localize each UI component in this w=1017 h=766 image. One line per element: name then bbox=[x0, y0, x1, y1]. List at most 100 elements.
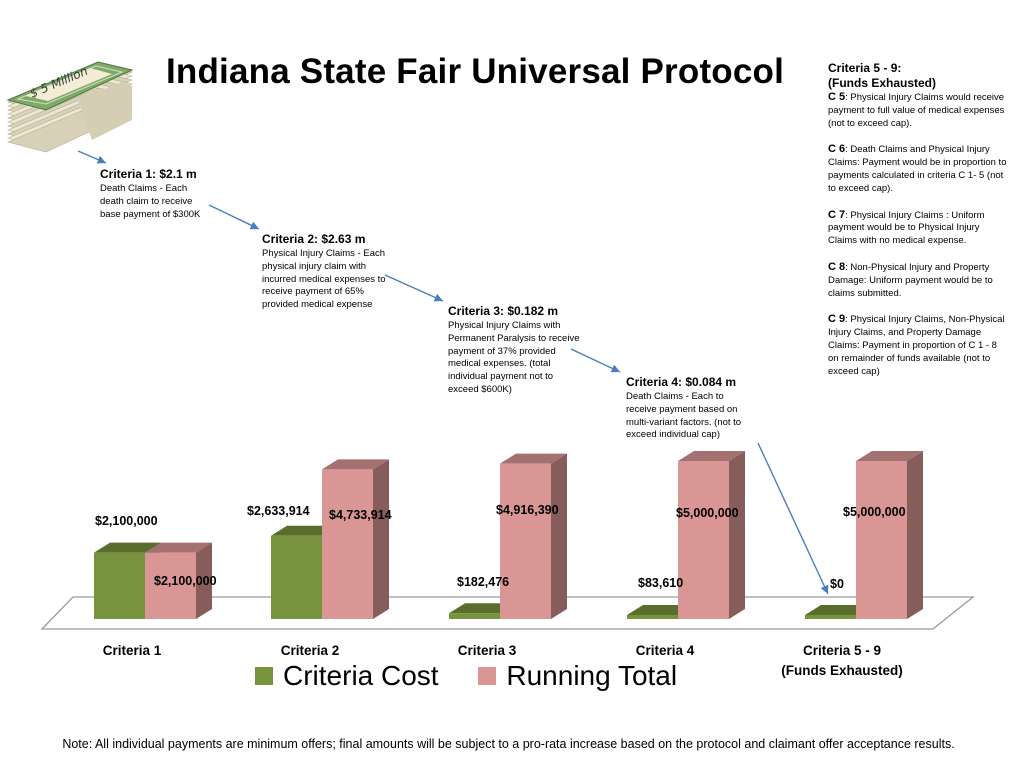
side-item-c6: C 6: Death Claims and Physical Injury Cl… bbox=[828, 143, 1010, 195]
criteria-2-heading: Criteria 2: $2.63 m bbox=[262, 232, 366, 246]
criteria-1-note: Criteria 1: $2.1 m Death Claims - Each d… bbox=[100, 167, 200, 221]
total-label-5: $5,000,000 bbox=[843, 505, 906, 519]
money-stack-side bbox=[78, 82, 132, 140]
criteria-note-line: Physical Injury Claims with bbox=[448, 320, 561, 331]
total-bar-5-front bbox=[856, 461, 907, 619]
total-bar-5-side bbox=[907, 451, 923, 619]
side-panel-heading: Criteria 5 - 9: bbox=[828, 61, 902, 75]
total-bar-4-top bbox=[678, 451, 745, 461]
money-stack-icon: $ 5 Million bbox=[6, 61, 134, 153]
cost-label-1: $2,100,000 bbox=[95, 514, 158, 528]
criteria-note-line: receive payment based on bbox=[626, 403, 738, 415]
total-bar-3-top bbox=[500, 453, 567, 464]
total-label-1: $2,100,000 bbox=[154, 574, 217, 588]
total-bar-1-top bbox=[145, 542, 212, 553]
total-bar-4-front bbox=[678, 461, 729, 619]
flow-arrow-1 bbox=[77, 150, 107, 164]
total-bar-5-top bbox=[856, 451, 923, 461]
side-item-text: : Physical Injury Claims : Uniform payme… bbox=[828, 209, 985, 247]
total-label-2: $4,733,914 bbox=[329, 508, 392, 522]
flow-arrow-3 bbox=[384, 274, 444, 302]
cost-bar-5-top bbox=[805, 605, 872, 615]
side-panel-subheading: (Funds Exhausted) bbox=[828, 76, 937, 90]
criteria-note-line: Death Claims - Each bbox=[100, 183, 188, 194]
side-panel: Criteria 5 - 9: (Funds Exhausted) C 5: P… bbox=[828, 61, 1010, 391]
side-item-text: : Non-Physical Injury and Property Damag… bbox=[828, 261, 993, 299]
cost-label-2: $2,633,914 bbox=[247, 504, 310, 518]
side-item-code: C 7 bbox=[828, 208, 846, 221]
legend-swatch-cost bbox=[255, 667, 273, 685]
flow-arrow-4 bbox=[570, 348, 621, 373]
chart-legend: Criteria Cost Running Total bbox=[255, 660, 709, 692]
total-bar-2-top bbox=[322, 459, 389, 470]
total-bar-2 bbox=[322, 459, 389, 619]
criteria-note-line: Physical Injury Claims - Each bbox=[262, 248, 386, 259]
side-item-code: C 6 bbox=[828, 143, 846, 156]
side-item-c7: C 7: Physical Injury Claims : Uniform pa… bbox=[828, 209, 1010, 248]
total-bar-5 bbox=[856, 451, 923, 619]
criteria-note-line: payment of 37% provided bbox=[448, 345, 556, 357]
criteria-note-line: death claim to receive bbox=[100, 195, 193, 207]
total-bar-4 bbox=[678, 451, 745, 619]
legend-swatch-total bbox=[478, 667, 497, 685]
criteria-note-line: provided medical expense bbox=[262, 299, 373, 311]
category-label-3: Criteria 3 bbox=[457, 643, 517, 658]
cost-bar-1-front bbox=[94, 552, 145, 619]
criteria-note-line: medical expenses. (total bbox=[448, 358, 551, 370]
category-label-5-main: Criteria 5 - 9 bbox=[802, 643, 882, 658]
side-item-code: C 8 bbox=[828, 260, 846, 273]
cost-bar-2-front bbox=[271, 535, 322, 619]
side-item-code: C 9 bbox=[828, 313, 846, 326]
criteria-note-line: receive payment of 65% bbox=[262, 286, 364, 298]
criteria-4-heading: Criteria 4: $0.084 m bbox=[626, 375, 737, 389]
cost-bar-3-front bbox=[449, 613, 500, 619]
total-bar-2-front bbox=[322, 469, 373, 619]
cost-bar-1-top bbox=[94, 542, 161, 553]
total-label-4: $5,000,000 bbox=[676, 506, 739, 520]
cost-bar-3-top bbox=[449, 603, 516, 614]
total-bar-3-front bbox=[500, 463, 551, 619]
total-bar-1-front bbox=[145, 552, 196, 619]
footnote: Note: All individual payments are minimu… bbox=[62, 737, 955, 751]
legend-item-total: Running Total bbox=[478, 660, 677, 692]
money-bill-band bbox=[26, 68, 112, 101]
criteria-1-heading: Criteria 1: $2.1 m bbox=[100, 167, 197, 181]
criteria-note-line: physical injury claim with bbox=[262, 260, 367, 272]
side-item-c5: C 5: Physical Injury Claims would receiv… bbox=[828, 91, 1010, 130]
flow-arrow-5 bbox=[757, 442, 829, 595]
total-label-3: $4,916,390 bbox=[496, 503, 559, 517]
cost-bar-5-front bbox=[805, 615, 856, 619]
total-bar-3 bbox=[500, 453, 567, 619]
criteria-note-line: base payment of $300K bbox=[100, 208, 201, 220]
flow-arrows bbox=[77, 150, 829, 595]
legend-item-cost: Criteria Cost bbox=[255, 660, 439, 692]
total-bar-1-side bbox=[196, 542, 212, 619]
criteria-2-note: Criteria 2: $2.63 m Physical Injury Clai… bbox=[262, 232, 386, 312]
cost-bar-4-front bbox=[627, 615, 678, 619]
chart-bars bbox=[94, 451, 923, 619]
legend-label-cost: Criteria Cost bbox=[283, 660, 439, 691]
side-item-c9: C 9: Physical Injury Claims, Non-Physica… bbox=[828, 313, 1010, 378]
criteria-4-note: Criteria 4: $0.084 m Death Claims - Each… bbox=[626, 375, 741, 442]
category-label-5: Criteria 5 - 9 (Funds Exhausted) bbox=[767, 641, 917, 681]
cost-label-4: $83,610 bbox=[638, 576, 684, 590]
criteria-note-line: exceed $600K) bbox=[448, 383, 512, 395]
side-item-text: : Physical Injury Claims would receive p… bbox=[828, 92, 1005, 129]
criteria-3-heading: Criteria 3: $0.182 m bbox=[448, 304, 559, 318]
page-title: Indiana State Fair Universal Protocol bbox=[165, 52, 785, 91]
total-bar-3-side bbox=[551, 453, 567, 619]
category-label-5-sub: (Funds Exhausted) bbox=[781, 663, 903, 678]
criteria-note-line: Death Claims - Each to bbox=[626, 391, 724, 402]
criteria-note-line: multi-variant factors. (not to bbox=[626, 416, 742, 428]
flow-arrow-2 bbox=[208, 204, 260, 230]
side-item-text: : Physical Injury Claims, Non-Physical I… bbox=[828, 314, 1005, 377]
category-label-4: Criteria 4 bbox=[635, 643, 695, 658]
criteria-note-line: individual payment not to bbox=[448, 371, 554, 383]
legend-label-total: Running Total bbox=[506, 660, 678, 691]
category-label-2: Criteria 2 bbox=[280, 643, 340, 658]
total-bar-4-side bbox=[729, 451, 745, 619]
total-bar-1 bbox=[145, 542, 212, 619]
cost-label-3: $182,476 bbox=[457, 575, 510, 589]
side-item-c8: C 8: Non-Physical Injury and Property Da… bbox=[828, 261, 1010, 300]
